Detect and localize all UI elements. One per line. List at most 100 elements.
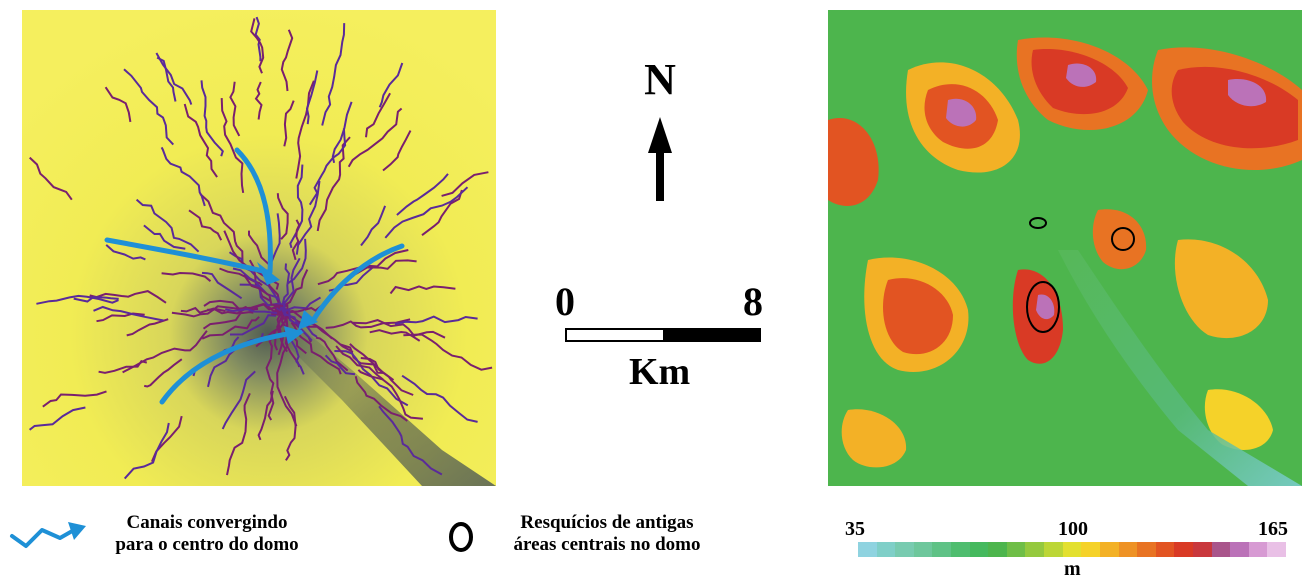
stream-segment: [295, 80, 315, 179]
stream-segment: [232, 267, 282, 307]
stream-segment: [254, 81, 263, 120]
stream-segment: [199, 193, 244, 264]
legend-channels-line1: Canais convergindo: [126, 512, 288, 533]
channel-arrow-north: [234, 147, 273, 275]
stream-segment: [396, 173, 449, 216]
ellipse-outline-icon: [1029, 217, 1047, 229]
stream-segment: [202, 311, 254, 330]
stream-segment: [203, 299, 284, 316]
colorbar-swatch: [1248, 542, 1268, 557]
colorbar-swatch: [1099, 542, 1119, 557]
scale-bar: 0 8 Km: [545, 279, 785, 393]
colorbar-swatch: [932, 542, 952, 557]
stream-segment: [28, 406, 86, 431]
stream-segment: [324, 354, 356, 376]
colorbar-max-label: 165: [1258, 518, 1288, 540]
stream-segment: [89, 290, 167, 304]
stream-segment: [183, 103, 218, 178]
stream-segment: [243, 274, 284, 307]
ellipse-outline-icon: [449, 522, 473, 552]
colorbar-swatch: [988, 542, 1007, 557]
stream-segment: [126, 318, 169, 337]
ancient-central-area-remnants: [1026, 217, 1135, 333]
colorbar-swatch: [1192, 542, 1212, 557]
elevation-colorbar: [858, 542, 1287, 557]
legend-remnants-line2: áreas centrais no domo: [513, 534, 701, 555]
colorbar-min-label: 35: [845, 518, 865, 540]
stream-segment: [226, 392, 251, 476]
ellipse-outline-icon: [1026, 281, 1060, 333]
stream-segment: [143, 224, 186, 250]
colorbar-swatch: [913, 542, 933, 557]
stream-segment: [325, 318, 411, 329]
stream-segment: [321, 23, 346, 126]
stream-segment: [351, 319, 446, 339]
arrowhead-icon: [298, 310, 318, 330]
elevation-map: [828, 10, 1302, 486]
colorbar-swatch: [858, 542, 877, 557]
colorbar-swatch: [951, 542, 970, 557]
stream-segment: [278, 263, 291, 309]
stream-segment: [229, 81, 241, 137]
stream-segment: [335, 345, 384, 381]
stream-segment: [389, 285, 456, 295]
stream-segment: [123, 422, 170, 480]
legend-channels-line2: para o centro do domo: [115, 534, 299, 555]
stream-segment: [365, 92, 391, 138]
stream-segment: [283, 100, 295, 147]
stream-segment: [280, 29, 294, 92]
north-letter: N: [644, 55, 676, 104]
stream-segment: [360, 205, 387, 247]
stream-segment: [42, 390, 107, 408]
channel-arrow-west: [104, 237, 270, 275]
stream-segment: [257, 390, 274, 441]
stream-segment: [254, 16, 262, 62]
stream-segment: [441, 171, 489, 197]
stream-segment: [201, 271, 243, 300]
stream-segment: [229, 314, 277, 336]
scale-bar-graphic: [565, 328, 761, 342]
scale-max-label: 8: [743, 279, 763, 324]
stream-segment: [276, 269, 309, 320]
stream-segment: [171, 307, 226, 318]
arrowhead-icon: [284, 326, 304, 344]
colorbar-swatch: [1211, 542, 1231, 557]
stream-segment: [283, 395, 297, 461]
drainage-map-svg: [22, 10, 496, 486]
colorbar-swatch: [1230, 542, 1249, 557]
stream-segment: [334, 350, 409, 407]
stream-segment: [265, 330, 277, 421]
converging-channel-arrows: [104, 147, 405, 405]
stream-segment: [225, 308, 278, 315]
legend-channels-label: Canais convergindo para o centro do domo: [92, 512, 322, 556]
colorbar-swatch: [1006, 542, 1026, 557]
stream-segment: [316, 136, 351, 232]
north-arrow-icon: [648, 117, 672, 201]
channel-arrow-east: [309, 243, 405, 325]
stream-segment: [105, 244, 146, 261]
stream-segment: [135, 198, 200, 253]
stream-segment: [382, 130, 412, 172]
colorbar-mid-label: 100: [1058, 518, 1088, 540]
stream-segment: [156, 56, 177, 102]
drainage-map: [22, 10, 496, 486]
stream-segment: [291, 219, 301, 261]
colorbar-swatch: [1267, 542, 1287, 557]
colorbar-unit: m: [1064, 558, 1081, 580]
colorbar-swatch: [1118, 542, 1138, 557]
stream-segment: [317, 249, 409, 286]
stream-segment: [421, 189, 463, 236]
stream-segment: [378, 62, 404, 108]
stream-segment: [394, 315, 478, 325]
colorbar-swatch: [1081, 542, 1100, 557]
stream-segment: [144, 358, 183, 388]
stream-segment: [295, 180, 321, 255]
stream-segment: [29, 156, 73, 201]
stream-segment: [305, 70, 319, 125]
main-valley: [1058, 250, 1302, 486]
stream-segment: [270, 213, 281, 262]
scale-unit: Km: [629, 351, 691, 393]
stream-segment: [354, 375, 408, 422]
scale-min-label: 0: [555, 279, 575, 324]
colorbar-swatch: [1137, 542, 1156, 557]
